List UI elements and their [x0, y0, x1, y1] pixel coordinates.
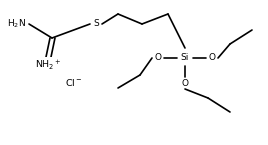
- Text: Cl$^-$: Cl$^-$: [65, 77, 83, 87]
- Text: O: O: [181, 78, 188, 87]
- Text: O: O: [209, 54, 215, 62]
- Text: S: S: [93, 19, 99, 29]
- Text: NH$_2$$^+$: NH$_2$$^+$: [35, 58, 61, 72]
- Text: O: O: [154, 54, 162, 62]
- Text: H$_2$N: H$_2$N: [6, 18, 25, 30]
- Text: Si: Si: [181, 54, 189, 62]
